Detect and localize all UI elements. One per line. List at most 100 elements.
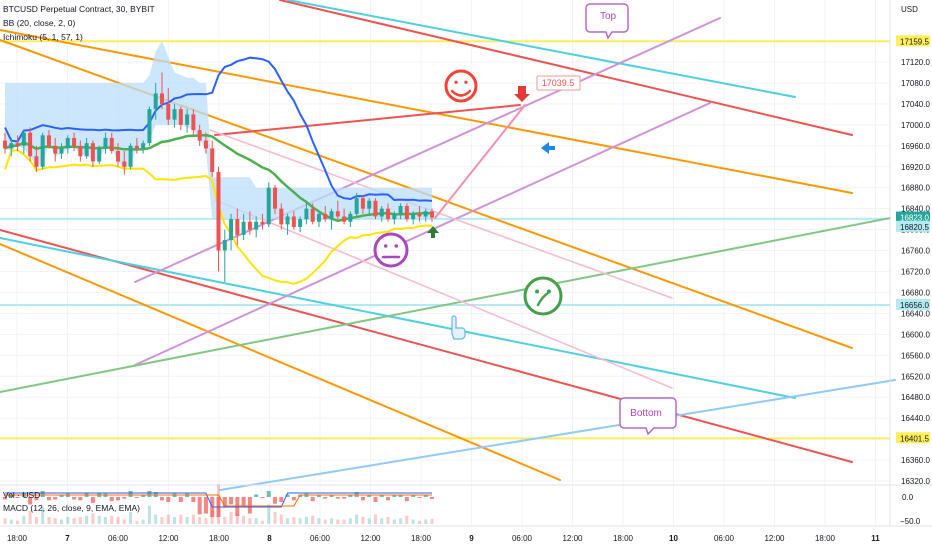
candle-body: [323, 213, 328, 220]
macd-histogram-bar: [360, 497, 365, 501]
candle-body: [254, 221, 259, 230]
candle-body: [348, 213, 353, 222]
time-tick-label: 18:00: [7, 534, 28, 543]
macd-histogram-bar: [53, 497, 58, 500]
price-axis: USD 17120.0 17080.0 17040.0 17000.0 16960.0 16…: [896, 5, 930, 486]
volume-bar: [160, 517, 164, 524]
candle-body: [141, 143, 146, 149]
volume-bar: [254, 518, 258, 524]
macd-histogram-bar: [222, 497, 227, 508]
symbol-title[interactable]: BTCUSD Perpetual Contract, 30, BYBIT: [3, 4, 155, 14]
price-tick-label: 16720.0: [901, 268, 930, 277]
macd-histogram-bar: [159, 497, 164, 501]
candle-body: [354, 198, 359, 214]
volume-bar: [116, 517, 120, 524]
macd-histogram-bar: [166, 497, 171, 502]
candle-body: [335, 211, 340, 217]
candle-body: [386, 208, 391, 220]
neutral-face-icon-eye: [383, 244, 388, 248]
time-tick-label: 06:00: [512, 534, 533, 543]
macd-histogram-bar: [90, 497, 95, 503]
macd-histogram-bar: [392, 495, 397, 497]
trend-line: [0, 29, 853, 194]
macd-histogram-bar: [310, 497, 315, 502]
volume-bar: [22, 515, 26, 524]
price-tick-label: 16920.0: [901, 163, 930, 172]
candle-body: [247, 221, 252, 230]
price-label: 17159.5: [900, 37, 929, 46]
macd-histogram-bar: [247, 497, 252, 514]
time-tick-label: 7: [65, 534, 70, 543]
time-tick-label: 06:00: [714, 534, 735, 543]
volume-bar: [122, 519, 126, 524]
trend-line: [0, 243, 561, 481]
bb-upper-band: [4, 56, 433, 202]
time-tick-label: 9: [469, 534, 474, 543]
time-tick-label: 12:00: [764, 534, 785, 543]
macd-histogram-bar: [191, 497, 196, 502]
candle-body: [411, 213, 416, 220]
time-tick-label: 18:00: [613, 534, 634, 543]
volume-bar: [430, 519, 434, 524]
candle-body: [360, 198, 365, 209]
volume-bar: [342, 519, 346, 524]
candle-body: [97, 148, 102, 162]
macd-histogram-bar: [116, 497, 121, 501]
bottom-callout-label: Bottom: [630, 408, 662, 419]
candle-body: [166, 103, 171, 120]
candle-body: [423, 211, 428, 217]
trend-line: [214, 104, 521, 136]
macd-histogram-bar: [329, 494, 334, 497]
volume-bar: [367, 518, 371, 524]
candle-body: [72, 137, 77, 146]
happy-face-icon-eye: [464, 80, 468, 84]
ichimoku-legend[interactable]: Ichimoku (5, 1, 57, 1): [3, 32, 83, 42]
trend-line: [279, 0, 853, 136]
happy-face-icon-mouth: [450, 89, 472, 97]
macd-histogram-bar: [59, 495, 64, 497]
macd-histogram-bar: [203, 497, 208, 514]
price-tick-label: 16560.0: [901, 351, 930, 360]
macd-legend[interactable]: MACD (12, 26, close, 9, EMA, EMA): [3, 503, 140, 513]
macd-histogram-bar: [323, 497, 328, 499]
candle-body: [316, 213, 321, 222]
time-tick-label: 18:00: [815, 534, 836, 543]
macd-histogram-bar: [141, 495, 146, 497]
time-tick-label: 12:00: [562, 534, 583, 543]
price-tick-label: 16680.0: [901, 288, 930, 297]
volume-bar: [9, 519, 13, 524]
axis-unit-label: USD: [901, 5, 918, 14]
macd-histogram-bar: [417, 497, 422, 498]
bb-legend[interactable]: BB (20, close, 2, 0): [3, 18, 76, 28]
trend-line: [214, 199, 673, 389]
left-arrow-icon: [541, 142, 555, 154]
macd-tick-label: 0.0: [902, 493, 914, 502]
macd-histogram-bar: [122, 497, 127, 499]
macd-histogram-bar: [241, 497, 246, 507]
candle-body: [109, 137, 114, 152]
macd-histogram-bar: [367, 494, 372, 497]
neutral-face-icon-eye: [394, 244, 399, 248]
candle-body: [222, 240, 227, 251]
macd-line: [5, 492, 432, 508]
hand-pointer-icon: [451, 315, 466, 340]
price-tick-label: 16760.0: [901, 247, 930, 256]
macd-histogram-bar: [386, 497, 391, 501]
volume-bar: [173, 517, 177, 524]
volume-legend[interactable]: Vol · USD: [3, 490, 41, 500]
down-arrow-icon: [514, 86, 530, 102]
trend-line: [219, 379, 896, 491]
candle-body: [185, 114, 190, 125]
macd-histogram-bar: [197, 497, 202, 515]
candle-body: [128, 145, 133, 167]
price-label-box: [896, 35, 930, 47]
volume-bar: [217, 484, 220, 524]
candle-body: [46, 135, 51, 146]
neutral-face-icon: [373, 232, 409, 268]
volume-bar: [405, 515, 409, 524]
macd-histogram-bar: [254, 494, 259, 497]
trend-line: [0, 217, 891, 393]
volume-bar: [141, 519, 145, 524]
volume-bar: [424, 519, 428, 524]
